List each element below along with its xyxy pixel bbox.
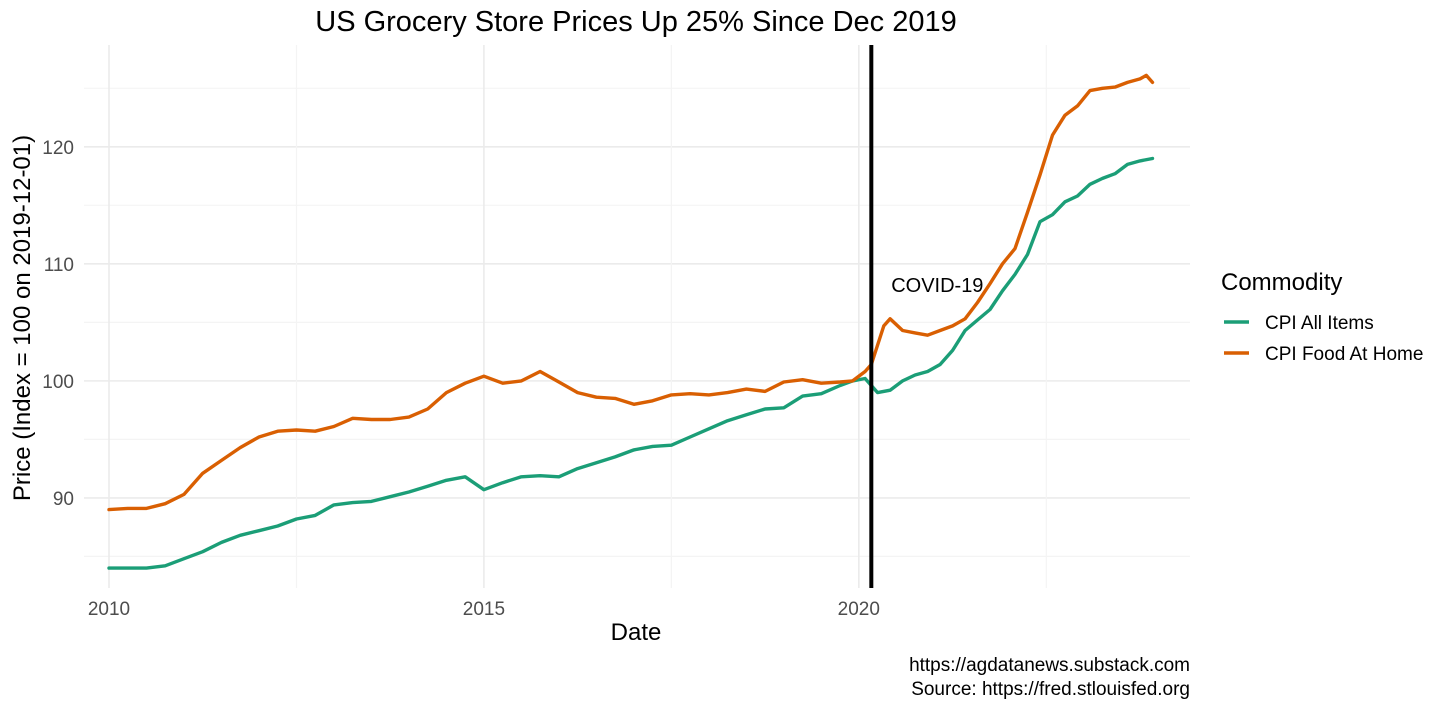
legend-label: CPI All Items [1265, 313, 1374, 334]
x-tick-label: 2010 [88, 599, 130, 620]
x-tick-label: 2015 [463, 599, 505, 620]
covid-annotation: COVID-19 [891, 275, 983, 297]
x-tick-label: 2020 [838, 599, 880, 620]
y-tick-label: 90 [53, 489, 74, 510]
legend-label: CPI Food At Home [1265, 344, 1423, 365]
covid-marker: COVID-19 [869, 45, 983, 588]
series-line-cpi-food-at-home [107, 73, 1155, 512]
y-tick-label: 110 [44, 255, 74, 276]
y-axis-ticks: 90 100 110 120 [42, 138, 74, 510]
series-lines [107, 73, 1155, 570]
legend-title: Commodity [1221, 269, 1342, 296]
x-axis-ticks: 2010 2015 2020 [88, 599, 880, 620]
y-tick-label: 100 [42, 372, 74, 393]
caption-substack: https://agdatanews.substack.com [909, 655, 1190, 676]
chart-title: US Grocery Store Prices Up 25% Since Dec… [315, 6, 957, 38]
y-axis-title: Price (Index = 100 on 2019-12-01) [9, 135, 36, 501]
caption-source: Source: https://fred.stlouisfed.org [911, 679, 1190, 700]
y-tick-label: 120 [42, 138, 74, 159]
plot-grid [84, 45, 1190, 588]
legend: Commodity CPI All Items CPI Food At Home [1221, 269, 1423, 365]
x-axis-title: Date [611, 619, 662, 646]
series-line-cpi-all-items [107, 156, 1155, 570]
legend-items: CPI All Items CPI Food At Home [1224, 313, 1423, 365]
